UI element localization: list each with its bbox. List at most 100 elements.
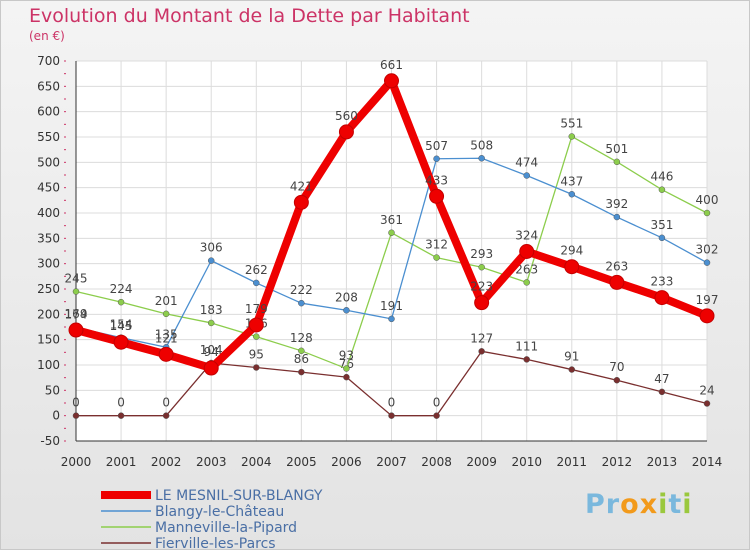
data-label: 508 bbox=[470, 138, 493, 152]
x-tick-label: 2000 bbox=[61, 455, 92, 469]
data-label: 351 bbox=[650, 218, 673, 232]
data-label: 24 bbox=[699, 384, 714, 398]
x-tick-label: 2001 bbox=[106, 455, 137, 469]
data-label: 169 bbox=[65, 307, 88, 321]
data-point bbox=[613, 376, 621, 384]
y-tick-label: 100 bbox=[37, 358, 60, 372]
data-point bbox=[298, 368, 305, 376]
data-point bbox=[609, 274, 625, 290]
proxiti-logo: Proxiti bbox=[585, 489, 693, 520]
data-point bbox=[523, 356, 530, 363]
data-point bbox=[68, 322, 84, 338]
data-label: 245 bbox=[65, 272, 88, 286]
data-label: 421 bbox=[290, 179, 313, 193]
data-point bbox=[253, 364, 260, 371]
data-label: 191 bbox=[380, 299, 403, 313]
legend-label: Fierville-les-Parcs bbox=[155, 536, 276, 549]
data-label: 0 bbox=[388, 396, 396, 410]
x-tick-label: 2014 bbox=[692, 455, 723, 469]
data-label: 208 bbox=[335, 290, 358, 304]
data-point bbox=[117, 298, 125, 306]
data-point bbox=[478, 155, 485, 162]
data-label: 294 bbox=[560, 244, 583, 258]
data-point bbox=[293, 194, 309, 210]
data-label: 551 bbox=[560, 116, 583, 130]
data-label: 135 bbox=[155, 327, 178, 341]
data-point bbox=[298, 299, 305, 307]
data-point bbox=[113, 334, 129, 350]
x-tick-label: 2006 bbox=[331, 455, 362, 469]
series-0: 169 145 121 94 179 421 560 661 433 223 324 294 263 23… bbox=[65, 58, 718, 376]
y-tick-label: 550 bbox=[37, 130, 60, 144]
data-point bbox=[253, 333, 260, 340]
y-tick-label: 450 bbox=[37, 181, 60, 195]
y-tick-label: 400 bbox=[37, 206, 60, 220]
data-label: 121 bbox=[155, 331, 178, 345]
data-point bbox=[658, 186, 666, 193]
data-point bbox=[613, 213, 621, 221]
data-point bbox=[478, 348, 485, 355]
data-point bbox=[523, 172, 530, 179]
series-2: 2452242011831561289336131229326355150144… bbox=[65, 116, 719, 372]
data-label: 0 bbox=[433, 396, 441, 410]
data-label: 0 bbox=[72, 396, 80, 410]
data-point bbox=[388, 412, 395, 419]
x-tick-label: 2004 bbox=[241, 455, 272, 469]
data-label: 361 bbox=[380, 213, 403, 227]
legend-label: Manneville-la-Pipard bbox=[155, 520, 297, 536]
x-tick-label: 2003 bbox=[196, 455, 227, 469]
data-point bbox=[72, 288, 80, 295]
y-tick-label: 50 bbox=[45, 383, 60, 397]
x-tick-label: 2011 bbox=[557, 455, 588, 469]
x-tick-label: 2010 bbox=[511, 455, 542, 469]
data-point bbox=[207, 257, 215, 264]
data-label: 233 bbox=[650, 275, 673, 289]
data-label: 222 bbox=[290, 283, 313, 297]
y-tick-label: 0 bbox=[52, 409, 60, 423]
data-point bbox=[654, 290, 670, 306]
x-tick-label: 2009 bbox=[466, 455, 497, 469]
data-label: 104 bbox=[200, 343, 223, 357]
data-point bbox=[658, 234, 666, 242]
data-point bbox=[207, 319, 215, 327]
data-point bbox=[338, 124, 354, 140]
data-label: 86 bbox=[294, 352, 309, 366]
data-point bbox=[613, 158, 621, 166]
data-point bbox=[162, 310, 170, 318]
data-point bbox=[388, 315, 395, 323]
data-point bbox=[568, 191, 576, 198]
data-label: 201 bbox=[155, 294, 178, 308]
legend-label: LE MESNIL-SUR-BLANGY bbox=[155, 488, 323, 504]
x-tick-label: 2008 bbox=[421, 455, 452, 469]
data-label: 263 bbox=[605, 259, 628, 273]
data-label: 223 bbox=[470, 280, 493, 294]
data-point bbox=[343, 307, 350, 314]
y-tick-label: 650 bbox=[37, 79, 60, 93]
data-label: 183 bbox=[200, 303, 223, 317]
data-point bbox=[253, 279, 260, 287]
data-label: 70 bbox=[609, 360, 624, 374]
data-label: 560 bbox=[335, 109, 358, 123]
chart-subtitle: (en €) bbox=[29, 29, 65, 43]
data-label: 179 bbox=[245, 302, 268, 316]
data-point bbox=[158, 346, 174, 362]
x-tick-label: 2005 bbox=[286, 455, 317, 469]
y-tick-label: 250 bbox=[37, 282, 60, 296]
data-point bbox=[117, 412, 125, 419]
data-label: 400 bbox=[696, 193, 719, 207]
legend-label: Blangy-le-Château bbox=[155, 504, 284, 520]
data-label: 111 bbox=[515, 339, 538, 353]
data-label: 127 bbox=[470, 331, 493, 345]
data-point bbox=[568, 133, 576, 140]
y-tick-label: 350 bbox=[37, 231, 60, 245]
data-label: 507 bbox=[425, 139, 448, 153]
data-point bbox=[162, 412, 170, 419]
data-point bbox=[433, 412, 440, 419]
data-label: 263 bbox=[515, 262, 538, 276]
chart-title: Evolution du Montant de la Dette par Hab… bbox=[29, 5, 470, 27]
data-point bbox=[703, 259, 711, 266]
data-point bbox=[474, 295, 490, 311]
data-label: 392 bbox=[605, 197, 628, 211]
